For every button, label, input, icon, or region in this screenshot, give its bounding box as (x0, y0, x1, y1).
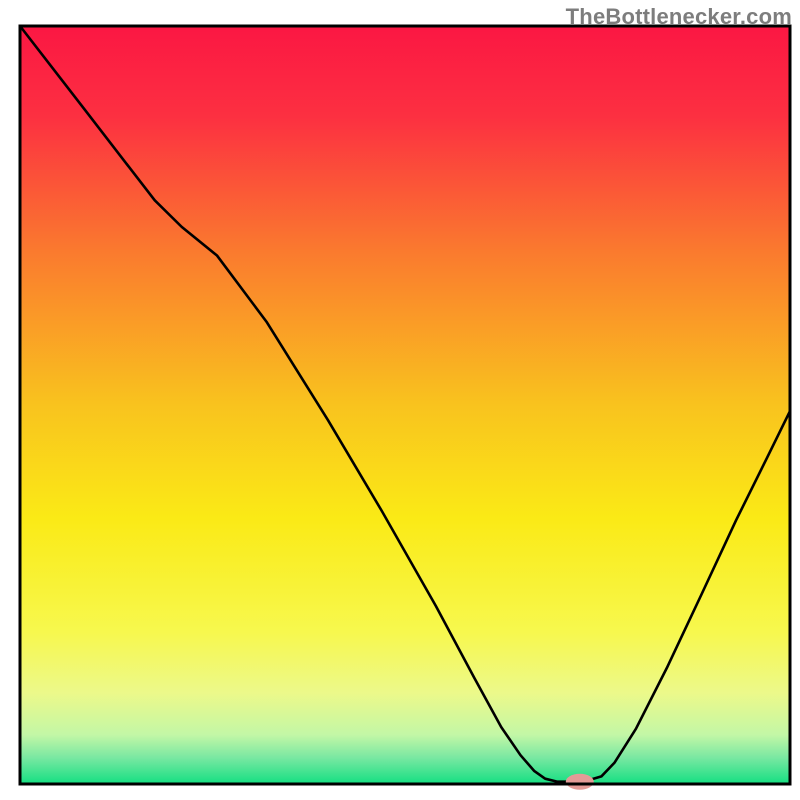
plot-svg (0, 0, 800, 800)
valley-marker (566, 774, 594, 790)
chart-stage: TheBottlenecker.com (0, 0, 800, 800)
plot-background (20, 26, 790, 784)
watermark-text: TheBottlenecker.com (566, 4, 792, 30)
